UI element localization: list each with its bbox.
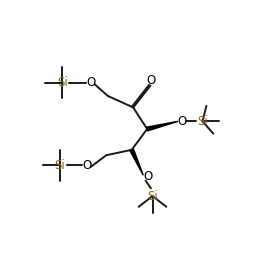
Text: O: O: [177, 115, 186, 128]
Text: O: O: [82, 159, 92, 172]
Polygon shape: [147, 121, 178, 131]
Polygon shape: [130, 149, 143, 175]
Text: O: O: [86, 76, 95, 89]
Text: Si: Si: [147, 189, 158, 202]
Text: O: O: [143, 170, 153, 183]
Text: O: O: [146, 74, 155, 87]
Text: Si: Si: [197, 115, 208, 128]
Text: Si: Si: [55, 159, 66, 172]
Text: Si: Si: [57, 76, 68, 89]
